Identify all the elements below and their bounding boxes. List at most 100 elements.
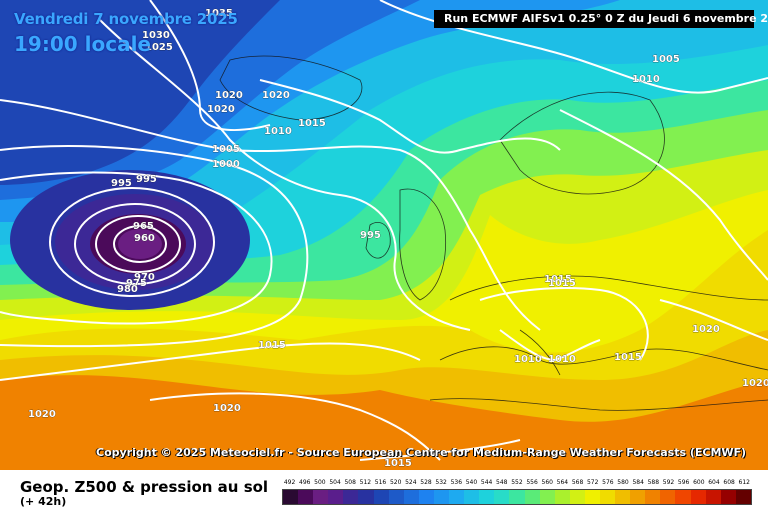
scale-color-swatch — [388, 490, 404, 504]
scale-value-label: 584 — [632, 479, 644, 486]
isobar-label: 1015 — [384, 458, 412, 469]
isobar-label: 995 — [111, 178, 132, 189]
scale-value-label: 588 — [647, 479, 660, 486]
isobar-label: 960 — [134, 233, 155, 244]
scale-value-label: 532 — [435, 479, 447, 486]
isobar-label: 1020 — [215, 90, 243, 101]
scale-value-label: 576 — [602, 479, 614, 486]
scale-color-swatch — [449, 490, 465, 504]
isobar-label: 1005 — [212, 144, 240, 155]
scale-value-label: 512 — [359, 479, 372, 486]
isobar-label: 1015 — [258, 340, 286, 351]
scale-color-swatch — [298, 490, 314, 504]
forecast-lead-time: (+ 42h) — [20, 495, 67, 508]
scale-value-label: 520 — [389, 479, 402, 486]
z500-field-deep-blue — [0, 0, 280, 185]
isobar-label: 1020 — [28, 409, 56, 420]
scale-color-swatch — [358, 490, 374, 504]
isobar-label: 1010 — [514, 354, 542, 365]
land-outlines — [219, 55, 768, 411]
model-run-info: Run ECMWF AIFSv1 0.25° 0 Z du Jeudi 6 no… — [434, 10, 768, 28]
isobar-label: 1005 — [652, 54, 680, 65]
scale-color-swatch — [720, 490, 736, 504]
isobar-label: 995 — [136, 174, 157, 185]
scale-color-swatch — [554, 490, 570, 504]
scale-color-swatch — [615, 490, 631, 504]
forecast-date: Vendredi 7 novembre 2025 — [14, 10, 238, 28]
scale-value-label: 596 — [677, 479, 690, 486]
scale-color-swatch — [584, 490, 600, 504]
isobar-label: 1015 — [614, 352, 642, 363]
scale-value-label: 492 — [283, 479, 296, 486]
isobar-label: 1020 — [742, 378, 768, 389]
scale-value-label: 536 — [450, 479, 463, 486]
isobar-label: 975 — [126, 278, 147, 289]
scale-value-label: 500 — [314, 479, 326, 486]
scale-color-swatch — [630, 490, 646, 504]
scale-color-swatch — [479, 490, 495, 504]
scale-color-swatch — [418, 490, 434, 504]
scale-color-swatch — [464, 490, 480, 504]
scale-value-label: 540 — [465, 479, 478, 486]
scale-color-swatch — [343, 490, 359, 504]
scale-value-label: 524 — [405, 479, 417, 486]
color-scale-labels: 492 496 500 504 508 512 516 520 524 528 532 536 540 5… — [282, 478, 752, 488]
isobar-labels: 1035 1030 1025 1020 1020 1020 1015 1010 … — [28, 8, 768, 470]
scale-value-label: 568 — [571, 479, 584, 486]
scale-color-swatch — [675, 490, 691, 504]
scale-value-label: 548 — [496, 479, 508, 486]
isobar-label: 1010 — [548, 354, 576, 365]
isobar-label: 1010 — [632, 74, 660, 85]
scale-value-label: 600 — [693, 479, 705, 486]
map-parameter-title: Geop. Z500 & pression au sol — [20, 478, 269, 496]
scale-color-swatch — [645, 490, 661, 504]
scale-value-label: 504 — [329, 479, 341, 486]
scale-color-swatch — [403, 490, 419, 504]
forecast-time: 19:00 locale — [14, 32, 151, 56]
scale-color-swatch — [524, 490, 540, 504]
scale-value-label: 564 — [556, 479, 569, 486]
isobar-label: 1015 — [544, 274, 572, 285]
scale-value-label: 516 — [374, 479, 387, 486]
scale-value-label: 544 — [480, 479, 493, 486]
scale-value-label: 496 — [299, 479, 311, 486]
forecast-map: 1035 1030 1025 1020 1020 1020 1015 1010 … — [0, 0, 768, 470]
scale-value-label: 552 — [511, 479, 523, 486]
scale-value-label: 580 — [617, 479, 629, 486]
scale-value-label: 508 — [344, 479, 356, 486]
isobar-label: 970 — [134, 272, 155, 283]
scale-color-swatch — [433, 490, 450, 504]
scale-value-label: 608 — [723, 479, 735, 486]
color-scale-bar — [282, 489, 752, 505]
scale-color-swatch — [494, 490, 510, 504]
scale-color-swatch — [313, 490, 329, 504]
isobars — [0, 0, 768, 461]
scale-value-label: 612 — [738, 479, 750, 486]
scale-value-label: 560 — [541, 479, 553, 486]
isobar-label: 1015 — [548, 278, 576, 289]
isobar-label: 1035 — [205, 8, 233, 19]
isobar-label: 1025 — [145, 42, 173, 53]
scale-color-swatch — [690, 490, 706, 504]
copyright-notice: Copyright © 2025 Meteociel.fr - Source E… — [96, 446, 747, 459]
scale-value-label: 572 — [586, 479, 599, 486]
scale-color-swatch — [599, 490, 616, 504]
isobar-label: 995 — [360, 230, 381, 241]
isobar-label: 1030 — [142, 30, 170, 41]
isobar-label: 1015 — [298, 118, 326, 129]
isobar-label: 980 — [117, 284, 138, 295]
scale-color-swatch — [283, 490, 299, 504]
isobar-label: 1010 — [264, 126, 292, 137]
scale-color-swatch — [539, 490, 555, 504]
scale-value-label: 556 — [526, 479, 538, 486]
isobar-label: 1020 — [213, 403, 241, 414]
isobar-label: 1020 — [262, 90, 290, 101]
isobar-label: 1000 — [212, 159, 240, 170]
scale-color-swatch — [373, 490, 389, 504]
scale-value-label: 592 — [662, 479, 675, 486]
scale-color-swatch — [509, 490, 525, 504]
scale-color-swatch — [328, 490, 344, 504]
low-pressure-core — [118, 229, 162, 259]
isobar-label: 1020 — [692, 324, 720, 335]
scale-color-swatch — [705, 490, 721, 504]
